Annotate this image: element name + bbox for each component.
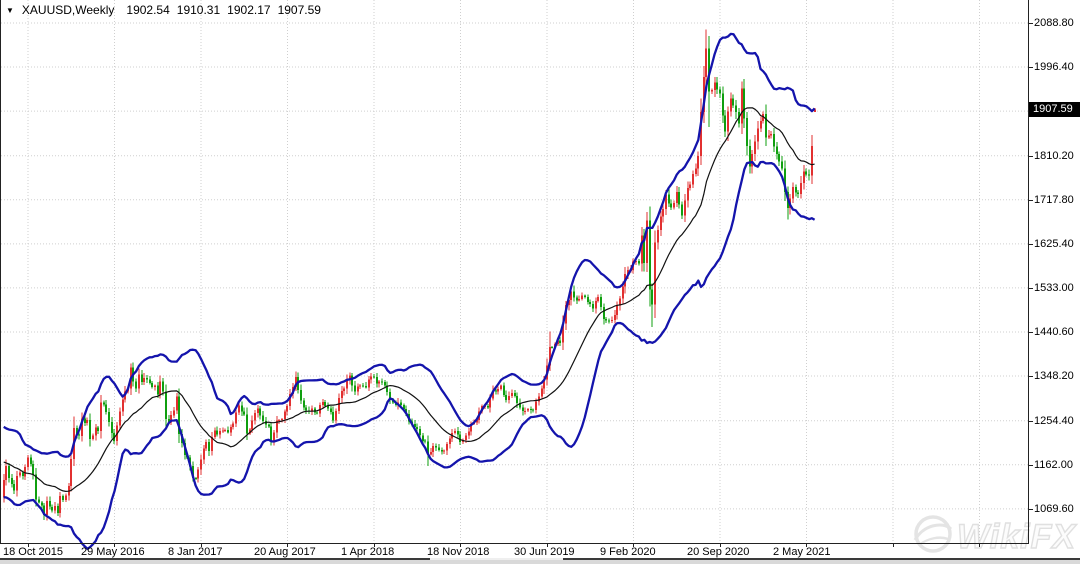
quote-close: 1907.59 — [277, 3, 321, 17]
time-axis-label: 18 Oct 2015 — [3, 546, 63, 558]
time-axis-label: 18 Nov 2018 — [427, 546, 490, 558]
quote-open: 1902.54 — [126, 3, 170, 17]
time-axis-label: 20 Sep 2020 — [687, 546, 750, 558]
quote-high: 1910.31 — [176, 3, 221, 17]
time-axis-label: 8 Jan 2017 — [168, 546, 223, 558]
time-axis-label: 1 Apr 2018 — [341, 546, 395, 558]
price-axis-label: 1440.60 — [1034, 326, 1074, 338]
quote-header: ▼ XAUUSD,Weekly 1902.54 1910.31 1902.17 … — [6, 3, 321, 17]
price-axis-label: 1069.60 — [1034, 503, 1074, 515]
price-axis-label: 2088.80 — [1034, 17, 1074, 29]
price-axis-label: 1996.40 — [1034, 61, 1074, 73]
time-axis-label: 9 Feb 2020 — [600, 546, 656, 558]
symbol-dropdown-icon[interactable]: ▼ — [6, 6, 14, 15]
symbol-timeframe-label: XAUUSD,Weekly — [21, 3, 115, 17]
time-axis-label: 29 May 2016 — [81, 546, 145, 558]
bollinger-middle-line — [3, 107, 815, 492]
grid-lines — [1, 0, 1028, 543]
price-axis-label: 1348.20 — [1034, 370, 1074, 382]
chart-frame-border — [0, 0, 1029, 544]
candles-group — [3, 29, 816, 521]
axis-tick-marks — [28, 23, 1033, 547]
time-axis-label: 20 Aug 2017 — [254, 546, 316, 558]
watermark-text: WikiFX — [957, 518, 1077, 556]
quote-low: 1902.17 — [227, 3, 271, 17]
price-axis-label: 1717.80 — [1034, 194, 1074, 206]
scrollbar-thumb[interactable] — [430, 558, 563, 560]
time-axis-label: 2 May 2021 — [773, 546, 831, 558]
watermark-graphic: WikiFX — [913, 515, 1077, 557]
price-axis-label: 1162.00 — [1034, 459, 1073, 471]
price-axis-label: 1533.00 — [1034, 282, 1074, 294]
price-axis-label: 1625.40 — [1034, 238, 1074, 250]
current-price-badge: 1907.59 — [1029, 102, 1080, 117]
wikifx-watermark: WikiFX — [900, 508, 1080, 564]
time-axis-label: 30 Jun 2019 — [514, 546, 575, 558]
price-axis-label: 1254.40 — [1034, 415, 1074, 427]
horizontal-scrollbar-strip[interactable] — [0, 558, 1080, 564]
bollinger-bands-lines — [3, 32, 816, 550]
price-axis-label: 1810.20 — [1034, 150, 1074, 162]
